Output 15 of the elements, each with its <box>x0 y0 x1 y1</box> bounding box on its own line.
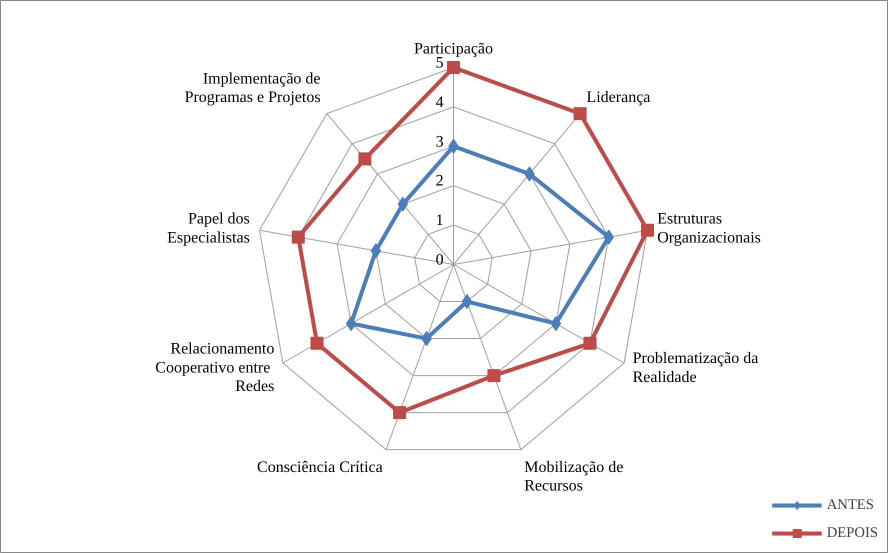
y-tick-label: 3 <box>436 133 444 150</box>
y-tick-label: 2 <box>436 172 444 190</box>
legend-label: ANTES <box>826 496 874 514</box>
legend-label: DEPOIS <box>826 524 878 542</box>
spoke-label: Implementação de Programas e Projetos <box>184 70 321 106</box>
y-tick-label: 1 <box>436 212 444 230</box>
y-tick-label: 4 <box>436 94 444 111</box>
spoke-label: Papel dos Especialistas <box>167 210 250 246</box>
spoke-label: Mobilização de Recursos <box>524 458 624 495</box>
spoke-label: Relacionamento Cooperativo entre Redes <box>155 340 274 396</box>
y-tick-label: 0 <box>436 252 444 268</box>
spoke-label: Liderança <box>586 89 650 106</box>
spoke-label: Problematização da Realidade <box>632 350 758 386</box>
spoke-label: Consciência Crítica <box>257 458 383 476</box>
spoke-label: Estruturas Organizacionais <box>657 210 761 246</box>
